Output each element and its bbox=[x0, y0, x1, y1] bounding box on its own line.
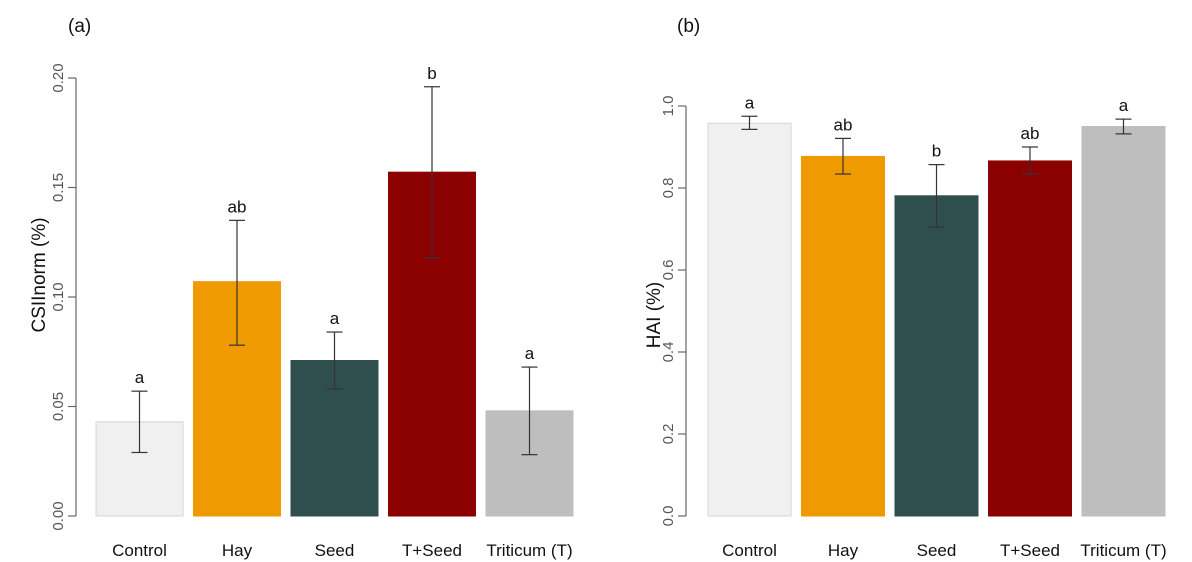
panel-a-category-label: T+Seed bbox=[402, 541, 462, 560]
panel-b-category-label: Seed bbox=[917, 541, 957, 560]
panel-a-y-tick-label: 0.00 bbox=[50, 501, 67, 530]
panel-a-category-label: Triticum (T) bbox=[486, 541, 572, 560]
panel-b-category-label: Control bbox=[722, 541, 777, 560]
panel-b-bar bbox=[1081, 126, 1166, 517]
panel-a-significance-letter: a bbox=[330, 309, 340, 328]
panel-b-bar bbox=[894, 195, 979, 517]
panel-a-category-label: Control bbox=[112, 541, 167, 560]
panel-a-label: (a) bbox=[68, 16, 91, 37]
panel-a-significance-letter: b bbox=[427, 64, 436, 83]
panel-b-y-tick-label: 0.2 bbox=[660, 424, 677, 445]
panel-b-category-label: Triticum (T) bbox=[1080, 541, 1166, 560]
panel-b-label: (b) bbox=[677, 16, 700, 37]
panel-a-y-axis-label: CSIInorm (%) bbox=[29, 217, 50, 332]
panel-b-significance-letter: a bbox=[1119, 96, 1129, 115]
panel-a-category-label: Seed bbox=[315, 541, 355, 560]
panel-a-y-tick-label: 0.15 bbox=[50, 173, 67, 202]
panel-b-y-tick-label: 0.8 bbox=[660, 178, 677, 199]
panel-a-significance-letter: a bbox=[525, 344, 535, 363]
panel-b-y-tick-label: 1.0 bbox=[660, 96, 677, 117]
panel-b-y-tick-label: 0.0 bbox=[660, 506, 677, 527]
panel-a-significance-letter: a bbox=[135, 368, 145, 387]
panel-b-significance-letter: b bbox=[932, 142, 941, 161]
panel-a-y-tick-label: 0.20 bbox=[50, 63, 67, 92]
panel-b-category-label: Hay bbox=[828, 541, 859, 560]
panel-a-y-tick-label: 0.10 bbox=[50, 282, 67, 311]
panel-b-y-tick-label: 0.4 bbox=[660, 342, 677, 363]
panel-b-bar bbox=[707, 122, 792, 517]
panel-b-significance-letter: ab bbox=[1021, 124, 1040, 143]
panel-b: (b) HAI (%) 0.00.20.40.60.81.0 aControlab… bbox=[644, 16, 1167, 560]
panel-b-category-label: T+Seed bbox=[1000, 541, 1060, 560]
panel-a-category-label: Hay bbox=[222, 541, 253, 560]
panel-b-significance-letter: ab bbox=[834, 115, 853, 134]
panel-a: (a) CSIInorm (%) 0.00 0.05 0.10 0.15 0.20 a Co… bbox=[29, 16, 574, 560]
panel-a-significance-letter: ab bbox=[228, 197, 247, 216]
panel-b-y-tick-label: 0.6 bbox=[660, 260, 677, 281]
panel-a-y-tick-label: 0.05 bbox=[50, 392, 67, 421]
panel-b-y-axis-label: HAI (%) bbox=[644, 282, 665, 349]
panel-b-bar bbox=[988, 160, 1072, 517]
panel-b-significance-letter: a bbox=[745, 93, 755, 112]
panel-b-bar bbox=[801, 155, 885, 517]
